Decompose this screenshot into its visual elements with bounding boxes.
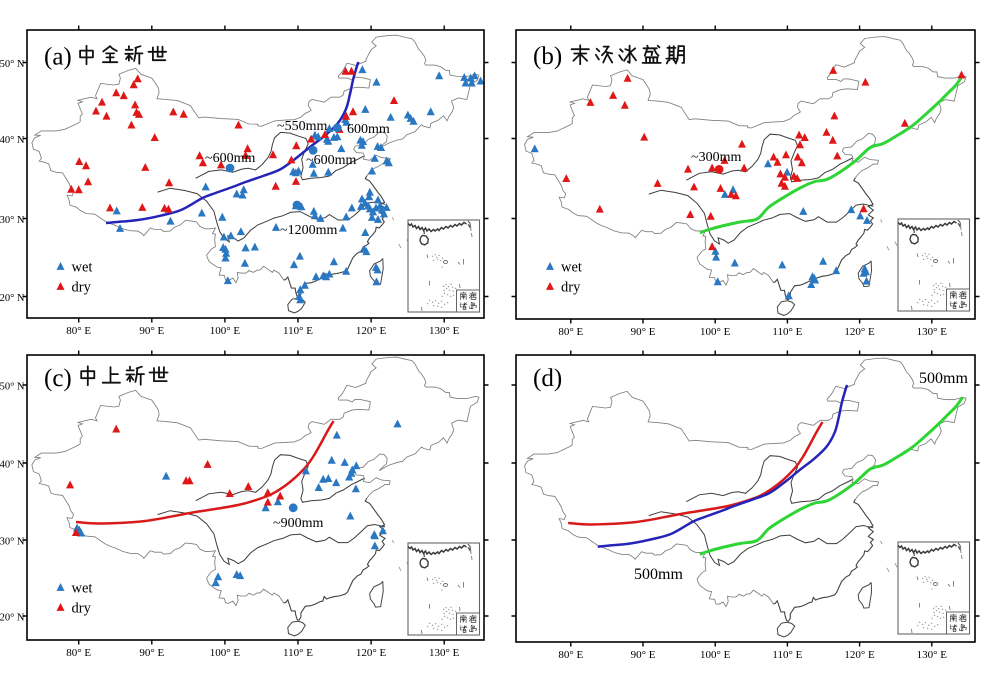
- svg-text:(a): (a): [44, 44, 72, 71]
- svg-text:600mm: 600mm: [347, 122, 390, 137]
- svg-text:100° E: 100° E: [700, 326, 731, 338]
- svg-text:100° E: 100° E: [700, 649, 731, 661]
- svg-text:50° N: 50° N: [0, 59, 25, 70]
- svg-text:80° E: 80° E: [66, 325, 91, 337]
- svg-text:50° N: 50° N: [0, 382, 25, 393]
- svg-text:90° E: 90° E: [139, 325, 164, 337]
- svg-text:(b): (b): [533, 43, 562, 70]
- svg-text:120° E: 120° E: [356, 325, 387, 337]
- svg-text:90° E: 90° E: [139, 647, 164, 659]
- svg-text:dry: dry: [72, 280, 92, 296]
- svg-text:130° E: 130° E: [429, 325, 460, 337]
- svg-text:wet: wet: [72, 581, 93, 597]
- svg-text:110° E: 110° E: [772, 326, 802, 338]
- svg-text:110° E: 110° E: [283, 325, 313, 337]
- svg-text:~600mm: ~600mm: [306, 153, 356, 168]
- svg-text:~1200mm: ~1200mm: [280, 223, 337, 238]
- svg-text:130° E: 130° E: [429, 647, 460, 659]
- svg-text:40° N: 40° N: [0, 460, 25, 471]
- svg-text:100° E: 100° E: [210, 647, 241, 659]
- svg-text:30° N: 30° N: [0, 537, 25, 548]
- svg-text:110° E: 110° E: [283, 647, 313, 659]
- svg-text:20° N: 20° N: [0, 613, 25, 624]
- svg-text:~550mm: ~550mm: [277, 119, 327, 134]
- svg-text:500mm: 500mm: [919, 370, 968, 387]
- svg-text:(d): (d): [533, 365, 562, 392]
- svg-text:110° E: 110° E: [772, 649, 802, 661]
- svg-text:100° E: 100° E: [210, 325, 241, 337]
- svg-text:dry: dry: [561, 280, 581, 296]
- svg-text:~900mm: ~900mm: [273, 516, 323, 531]
- svg-text:90° E: 90° E: [631, 326, 656, 338]
- svg-text:(c): (c): [44, 365, 72, 392]
- svg-text:130° E: 130° E: [917, 326, 948, 338]
- svg-text:80° E: 80° E: [558, 649, 583, 661]
- svg-text:dry: dry: [72, 601, 92, 617]
- svg-text:120° E: 120° E: [844, 326, 875, 338]
- svg-text:130° E: 130° E: [917, 649, 948, 661]
- svg-text:80° E: 80° E: [558, 326, 583, 338]
- svg-text:120° E: 120° E: [844, 649, 875, 661]
- svg-text:80° E: 80° E: [66, 647, 91, 659]
- svg-text:~600mm: ~600mm: [205, 151, 255, 166]
- svg-text:30° N: 30° N: [0, 215, 25, 226]
- svg-text:40° N: 40° N: [0, 135, 25, 146]
- svg-text:500mm: 500mm: [634, 566, 683, 583]
- svg-text:20° N: 20° N: [0, 293, 25, 304]
- svg-text:120° E: 120° E: [356, 647, 387, 659]
- svg-text:~300mm: ~300mm: [691, 150, 741, 165]
- svg-text:wet: wet: [561, 260, 582, 276]
- svg-text:90° E: 90° E: [631, 649, 656, 661]
- svg-text:wet: wet: [72, 260, 93, 276]
